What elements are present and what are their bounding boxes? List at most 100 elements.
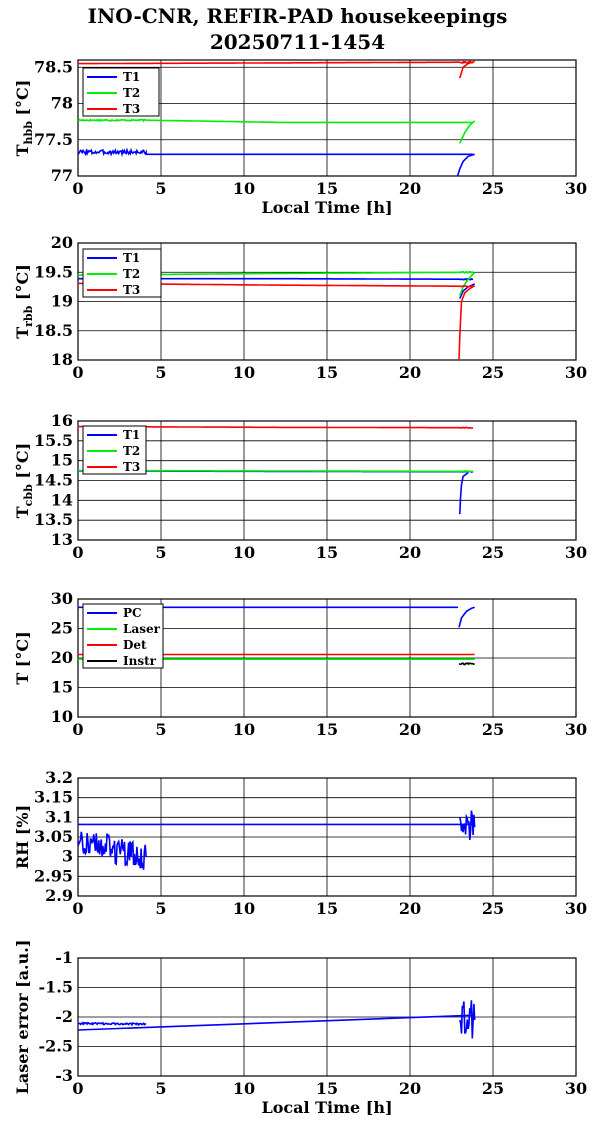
x-tick-label: 25	[482, 543, 504, 562]
x-tick-label: 30	[565, 720, 587, 739]
chart-title-line2: 20250711-1454	[209, 30, 386, 54]
legend-label: T3	[123, 283, 140, 297]
y-tick-label: 19	[51, 292, 73, 311]
legend-label: T1	[123, 251, 140, 265]
legend-label: T2	[123, 267, 140, 281]
x-tick-label: 30	[565, 363, 587, 382]
x-tick-label: 30	[565, 179, 587, 198]
x-tick-label: 5	[155, 1079, 166, 1098]
y-axis-label: RH [%]	[13, 805, 32, 869]
y-tick-label: -1.5	[39, 978, 73, 997]
x-tick-label: 10	[233, 543, 255, 562]
y-tick-label: -1	[55, 948, 73, 967]
y-tick-label: 3.1	[45, 807, 73, 826]
y-tick-label: 16	[51, 411, 73, 430]
x-tick-label: 20	[399, 720, 421, 739]
x-tick-label: 15	[316, 899, 338, 918]
legend-label: T1	[123, 428, 140, 442]
y-tick-label: 13.5	[34, 510, 73, 529]
y-tick-label: 3	[62, 847, 73, 866]
y-tick-label: 3.2	[45, 768, 73, 787]
y-axis-label: Tcbb [°C]	[13, 443, 35, 518]
x-tick-label: 0	[72, 899, 83, 918]
y-tick-label: 20	[51, 648, 73, 667]
series-line-t3	[78, 60, 474, 65]
legend-label: Det	[123, 638, 147, 652]
series-line-rh	[78, 831, 147, 870]
panel-6: 0 5 10 15 20 25 30 -3 -2.5 -2 -1.5 -1 Laser error [a…	[13, 940, 587, 1117]
series-line-t2	[78, 118, 474, 124]
x-axis-label: Local Time [h]	[261, 198, 392, 217]
x-tick-label: 5	[155, 899, 166, 918]
series-line-t3	[458, 285, 476, 360]
legend-label: T1	[123, 70, 140, 84]
series-line-le	[78, 1021, 147, 1027]
x-tick-label: 10	[233, 720, 255, 739]
x-tick-label: 15	[316, 179, 338, 198]
x-tick-label: 15	[316, 543, 338, 562]
x-tick-label: 15	[316, 363, 338, 382]
y-axis-label: Laser error [a.u.]	[13, 940, 32, 1095]
series-line-instr	[458, 662, 475, 666]
x-tick-label: 15	[316, 1079, 338, 1098]
series-line-rh	[459, 810, 476, 840]
plot-frame	[77, 777, 577, 897]
y-tick-label: 30	[51, 589, 73, 608]
y-tick-label: 3.15	[34, 788, 73, 807]
panel-4: 0 5 10 15 20 25 30 10 15 20 25 30 PC Laser Det Instr T […	[13, 589, 587, 739]
x-tick-label: 0	[72, 1079, 83, 1098]
x-tick-label: 25	[482, 179, 504, 198]
x-axis-label: Local Time [h]	[261, 1098, 392, 1117]
x-tick-label: 5	[155, 179, 166, 198]
legend: PC Laser Det Instr	[82, 603, 164, 669]
y-tick-label: 20	[51, 233, 73, 252]
legend-label: T2	[123, 444, 140, 458]
y-tick-label: 15.5	[34, 431, 73, 450]
y-tick-label: 78.5	[34, 57, 73, 76]
y-tick-label: 15	[51, 451, 73, 470]
x-tick-label: 0	[72, 543, 83, 562]
x-tick-label: 30	[565, 1079, 587, 1098]
y-tick-label: 77.5	[34, 130, 73, 149]
x-tick-label: 0	[72, 363, 83, 382]
x-tick-label: 20	[399, 363, 421, 382]
y-tick-label: 77	[51, 166, 73, 185]
plot-frame	[77, 242, 577, 361]
y-tick-label: -2	[55, 1007, 73, 1026]
y-tick-label: -2.5	[39, 1037, 73, 1056]
series-line-t2	[459, 271, 476, 296]
x-tick-label: 10	[233, 363, 255, 382]
y-tick-label: 78	[51, 94, 73, 113]
x-tick-label: 5	[155, 720, 166, 739]
legend-box	[82, 603, 164, 669]
x-tick-label: 20	[399, 543, 421, 562]
plot-frame	[77, 957, 577, 1077]
y-tick-label: 15	[51, 678, 73, 697]
y-axis-label: Trbb [°C]	[13, 264, 35, 339]
y-axis-label: T [°C]	[13, 631, 32, 684]
y-axis-label: Thbb [°C]	[13, 80, 35, 157]
x-tick-label: 15	[316, 720, 338, 739]
x-tick-label: 25	[482, 720, 504, 739]
x-tick-label: 10	[233, 1079, 255, 1098]
plot-frame	[77, 420, 577, 541]
panel-3: 0 5 10 15 20 25 301313.51414.51515.516T1T2T3Tc…	[13, 411, 587, 562]
legend: T1 T2 T3	[82, 425, 147, 475]
x-tick-label: 20	[399, 1079, 421, 1098]
series-line-t1	[456, 153, 475, 176]
x-tick-label: 0	[72, 720, 83, 739]
x-tick-label: 30	[565, 899, 587, 918]
y-tick-label: 2.95	[34, 866, 73, 885]
panel-1: 0 5 10 15 20 25 30 77 77.5 78 78.5 T1 T2 T3 Thbb [°C] L…	[13, 57, 587, 217]
x-tick-label: 25	[482, 899, 504, 918]
x-tick-label: 10	[233, 899, 255, 918]
legend-label: PC	[123, 606, 142, 620]
y-tick-label: 14	[51, 490, 73, 509]
legend-label: T2	[123, 86, 140, 100]
y-tick-label: 10	[51, 707, 73, 726]
series-line-t3	[459, 60, 475, 79]
y-tick-label: 18.5	[34, 321, 73, 340]
x-tick-label: 20	[399, 179, 421, 198]
